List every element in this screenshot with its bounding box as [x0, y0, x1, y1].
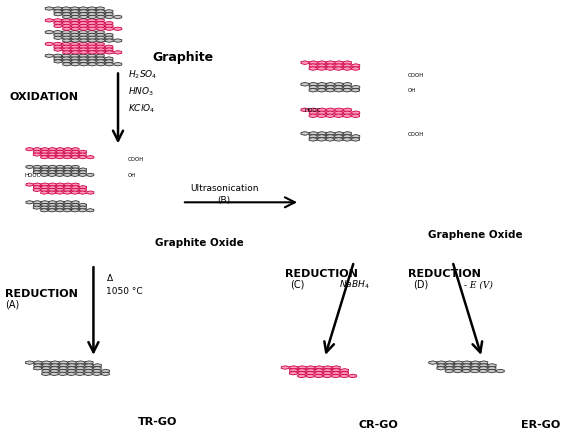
Text: CR-GO: CR-GO: [359, 419, 399, 430]
Text: OXIDATION: OXIDATION: [10, 92, 79, 102]
Text: Ultrasonication
(B): Ultrasonication (B): [190, 184, 259, 205]
Text: OH: OH: [128, 173, 136, 178]
Text: COOH: COOH: [408, 73, 425, 78]
Text: REDUCTION: REDUCTION: [408, 269, 481, 279]
Text: $NaBH_4$: $NaBH_4$: [339, 279, 370, 291]
Text: COOH: COOH: [408, 132, 425, 138]
Text: Graphene Oxide: Graphene Oxide: [428, 230, 522, 240]
Text: Graphite: Graphite: [153, 51, 214, 64]
Text: (C): (C): [290, 280, 304, 290]
Text: TR-GO: TR-GO: [138, 417, 177, 426]
Text: ER-GO: ER-GO: [521, 419, 561, 430]
Text: $H_2SO_4$
$HNO_3$
$KClO_4$: $H_2SO_4$ $HNO_3$ $KClO_4$: [128, 69, 157, 116]
Text: - E (V): - E (V): [464, 280, 493, 289]
Text: $\Delta$
1050 °C: $\Delta$ 1050 °C: [106, 272, 143, 295]
Text: REDUCTION: REDUCTION: [5, 289, 78, 299]
Text: OH: OH: [408, 88, 417, 93]
Text: HOOC: HOOC: [305, 108, 321, 113]
Text: REDUCTION: REDUCTION: [285, 269, 358, 279]
Text: HOOC: HOOC: [24, 173, 41, 178]
Text: Graphite Oxide: Graphite Oxide: [155, 238, 244, 248]
Text: (D): (D): [413, 280, 428, 290]
Text: COOH: COOH: [128, 157, 144, 161]
Text: (A): (A): [5, 299, 19, 310]
